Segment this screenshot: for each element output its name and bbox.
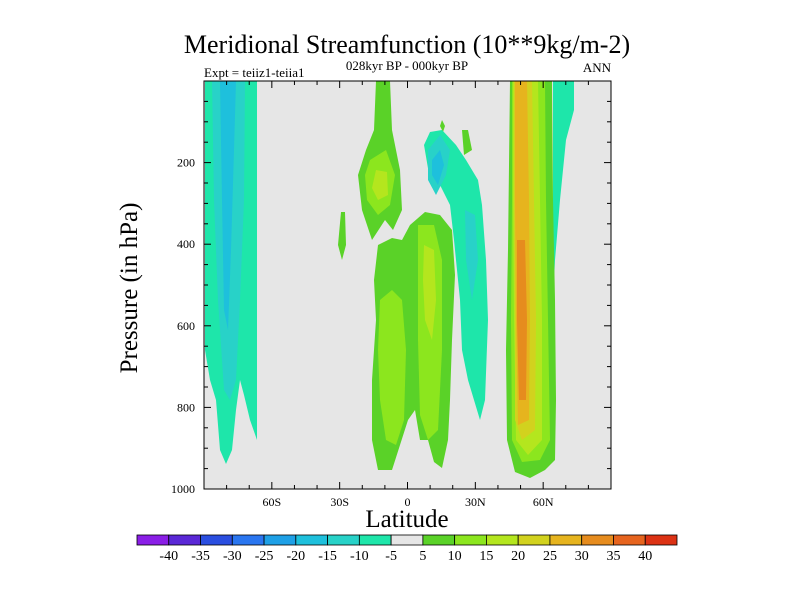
subtitle-left: Expt = teiiz1-teiia1 [204, 65, 304, 80]
x-tick-label: 30N [465, 495, 486, 509]
y-tick-label: 400 [177, 237, 195, 251]
colorbar-label: 10 [448, 549, 462, 564]
colorbar-swatch [136, 534, 170, 546]
contour-fills [205, 81, 574, 478]
contour-blob-3 [462, 130, 472, 155]
colorbar-label: 5 [419, 549, 426, 564]
subtitle-right: ANN [583, 60, 612, 75]
contour-nh-polar-neg-5 [553, 81, 574, 300]
colorbar-label: 15 [479, 549, 493, 564]
contour-lower-pos-15 [423, 245, 436, 340]
colorbar-label: 40 [638, 549, 652, 564]
y-tick-label: 1000 [171, 482, 195, 496]
colorbar-swatch [327, 534, 360, 546]
colorbar-label: -35 [191, 549, 210, 564]
colorbar-swatch [486, 534, 519, 546]
contour-lower-pos-10 [378, 290, 406, 445]
contour-blob-1 [338, 212, 346, 260]
x-axis-label: Latitude [365, 506, 448, 533]
colorbar-swatch [644, 534, 678, 546]
colorbar-swatch [454, 534, 487, 546]
y-tick-label: 800 [177, 400, 195, 414]
colorbar-label: -30 [223, 549, 242, 564]
contour-nh-neg-10b [465, 210, 478, 300]
colorbar-label: 30 [575, 549, 589, 564]
colorbar-swatch [390, 534, 424, 546]
contour-sh-neg-15 [220, 81, 236, 330]
contour-blob-2 [440, 120, 445, 132]
y-axis: 200 400 600 800 1000 [171, 80, 611, 496]
colorbar-swatch [613, 534, 646, 546]
colorbar-label: -25 [255, 549, 274, 564]
colorbar-label: -15 [318, 549, 337, 564]
colorbar-swatch [549, 534, 583, 546]
contour-trop-pos-15 [372, 170, 388, 200]
colorbar-label: 20 [511, 549, 525, 564]
chart-title: Meridional Streamfunction (10**9kg/m-2) [184, 30, 630, 59]
colorbar-swatch [517, 534, 551, 546]
colorbar-swatch [231, 534, 265, 546]
x-tick-label: 60N [533, 495, 554, 509]
colorbar-swatch [422, 534, 456, 546]
colorbar-swatch [168, 534, 201, 546]
colorbar-swatch [200, 534, 233, 546]
colorbar: -40 -35 -30 -25 -20 -15 -10 -5 5 10 15 20 25 30 35 40 [136, 534, 678, 564]
y-tick-label: 600 [177, 319, 195, 333]
colorbar-label: 25 [543, 549, 557, 564]
colorbar-label: -10 [350, 549, 369, 564]
colorbar-label: -20 [286, 549, 305, 564]
contour-nh-pos-30 [517, 240, 527, 400]
colorbar-swatch [295, 534, 328, 546]
x-tick-label: 0 [405, 495, 411, 509]
y-tick-label: 200 [177, 156, 195, 170]
x-tick-label: 60S [262, 495, 281, 509]
x-axis: 60S 30S 0 30N 60N [203, 81, 612, 509]
subtitle-center: 028kyr BP - 000kyr BP [346, 58, 468, 73]
colorbar-label: -5 [385, 549, 397, 564]
colorbar-swatch [581, 534, 614, 546]
x-tick-label: 30S [330, 495, 349, 509]
contour-nh-neg-15 [432, 150, 444, 185]
colorbar-label: -40 [159, 549, 178, 564]
contour-nh-neg-5 [424, 130, 488, 420]
colorbar-label: 35 [606, 549, 620, 564]
colorbar-swatch [358, 534, 392, 546]
y-axis-label: Pressure (in hPa) [116, 203, 143, 374]
colorbar-swatch [263, 534, 297, 546]
